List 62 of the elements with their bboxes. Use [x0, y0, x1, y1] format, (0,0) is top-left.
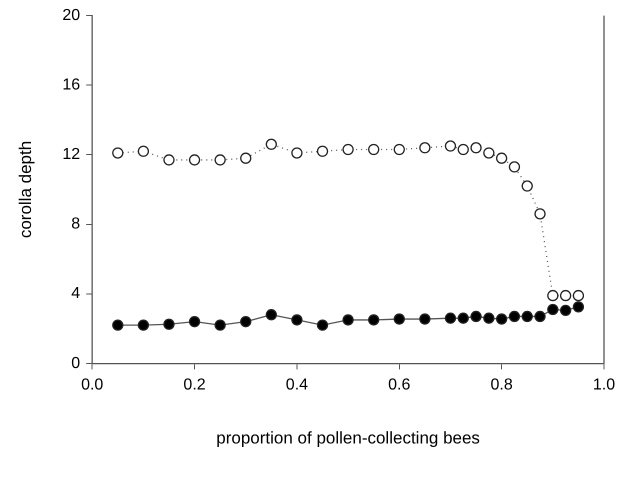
point [112, 147, 124, 159]
point [342, 144, 354, 156]
point [458, 312, 469, 324]
point [522, 180, 533, 192]
point [470, 142, 482, 154]
point [560, 304, 572, 316]
x-tick-label: 0.4 [286, 376, 308, 394]
y-tick-label: 4 [71, 285, 80, 302]
point [419, 313, 431, 325]
point [291, 147, 303, 159]
point [547, 290, 558, 302]
point [572, 301, 584, 313]
point [444, 140, 456, 152]
point [444, 312, 456, 324]
point [188, 316, 200, 328]
y-tick-label: 8 [71, 216, 80, 233]
y-tick-label: 12 [62, 146, 80, 164]
point [419, 142, 431, 154]
point [163, 318, 175, 330]
point [138, 319, 150, 331]
point [266, 138, 277, 150]
point [240, 316, 252, 328]
x-tick-label: 0.0 [81, 376, 104, 394]
point [508, 161, 520, 173]
x-tick-label: 0.8 [490, 376, 513, 394]
point [368, 314, 380, 326]
point [483, 147, 494, 159]
point [547, 304, 558, 316]
point [368, 144, 380, 156]
x-axis-title: proportion of pollen-collecting bees [216, 428, 480, 448]
point [163, 154, 175, 166]
y-axis-title: corolla depth [16, 140, 35, 238]
point [214, 154, 226, 166]
point [214, 319, 226, 331]
point [496, 313, 508, 325]
y-tick-label: 20 [62, 7, 80, 24]
y-tick-label: 16 [62, 76, 80, 94]
y-tick-label: 0 [71, 354, 80, 372]
point [342, 314, 354, 326]
point [496, 152, 508, 164]
point [240, 152, 252, 164]
point [266, 309, 277, 320]
point [394, 144, 405, 156]
point [522, 310, 533, 322]
point [534, 310, 546, 322]
point [534, 208, 546, 220]
point [458, 144, 469, 156]
point [112, 319, 124, 331]
point [291, 314, 303, 326]
x-tick-label: 0.6 [388, 376, 410, 394]
x-tick-label: 1.0 [592, 376, 616, 394]
point [394, 313, 405, 325]
point [316, 319, 328, 331]
x-tick-label: 0.2 [183, 376, 206, 394]
point [188, 154, 200, 166]
point [483, 312, 494, 324]
point [572, 290, 584, 302]
point [470, 310, 482, 322]
point [560, 290, 572, 302]
point [508, 310, 520, 322]
point [316, 146, 328, 157]
point [138, 146, 150, 157]
